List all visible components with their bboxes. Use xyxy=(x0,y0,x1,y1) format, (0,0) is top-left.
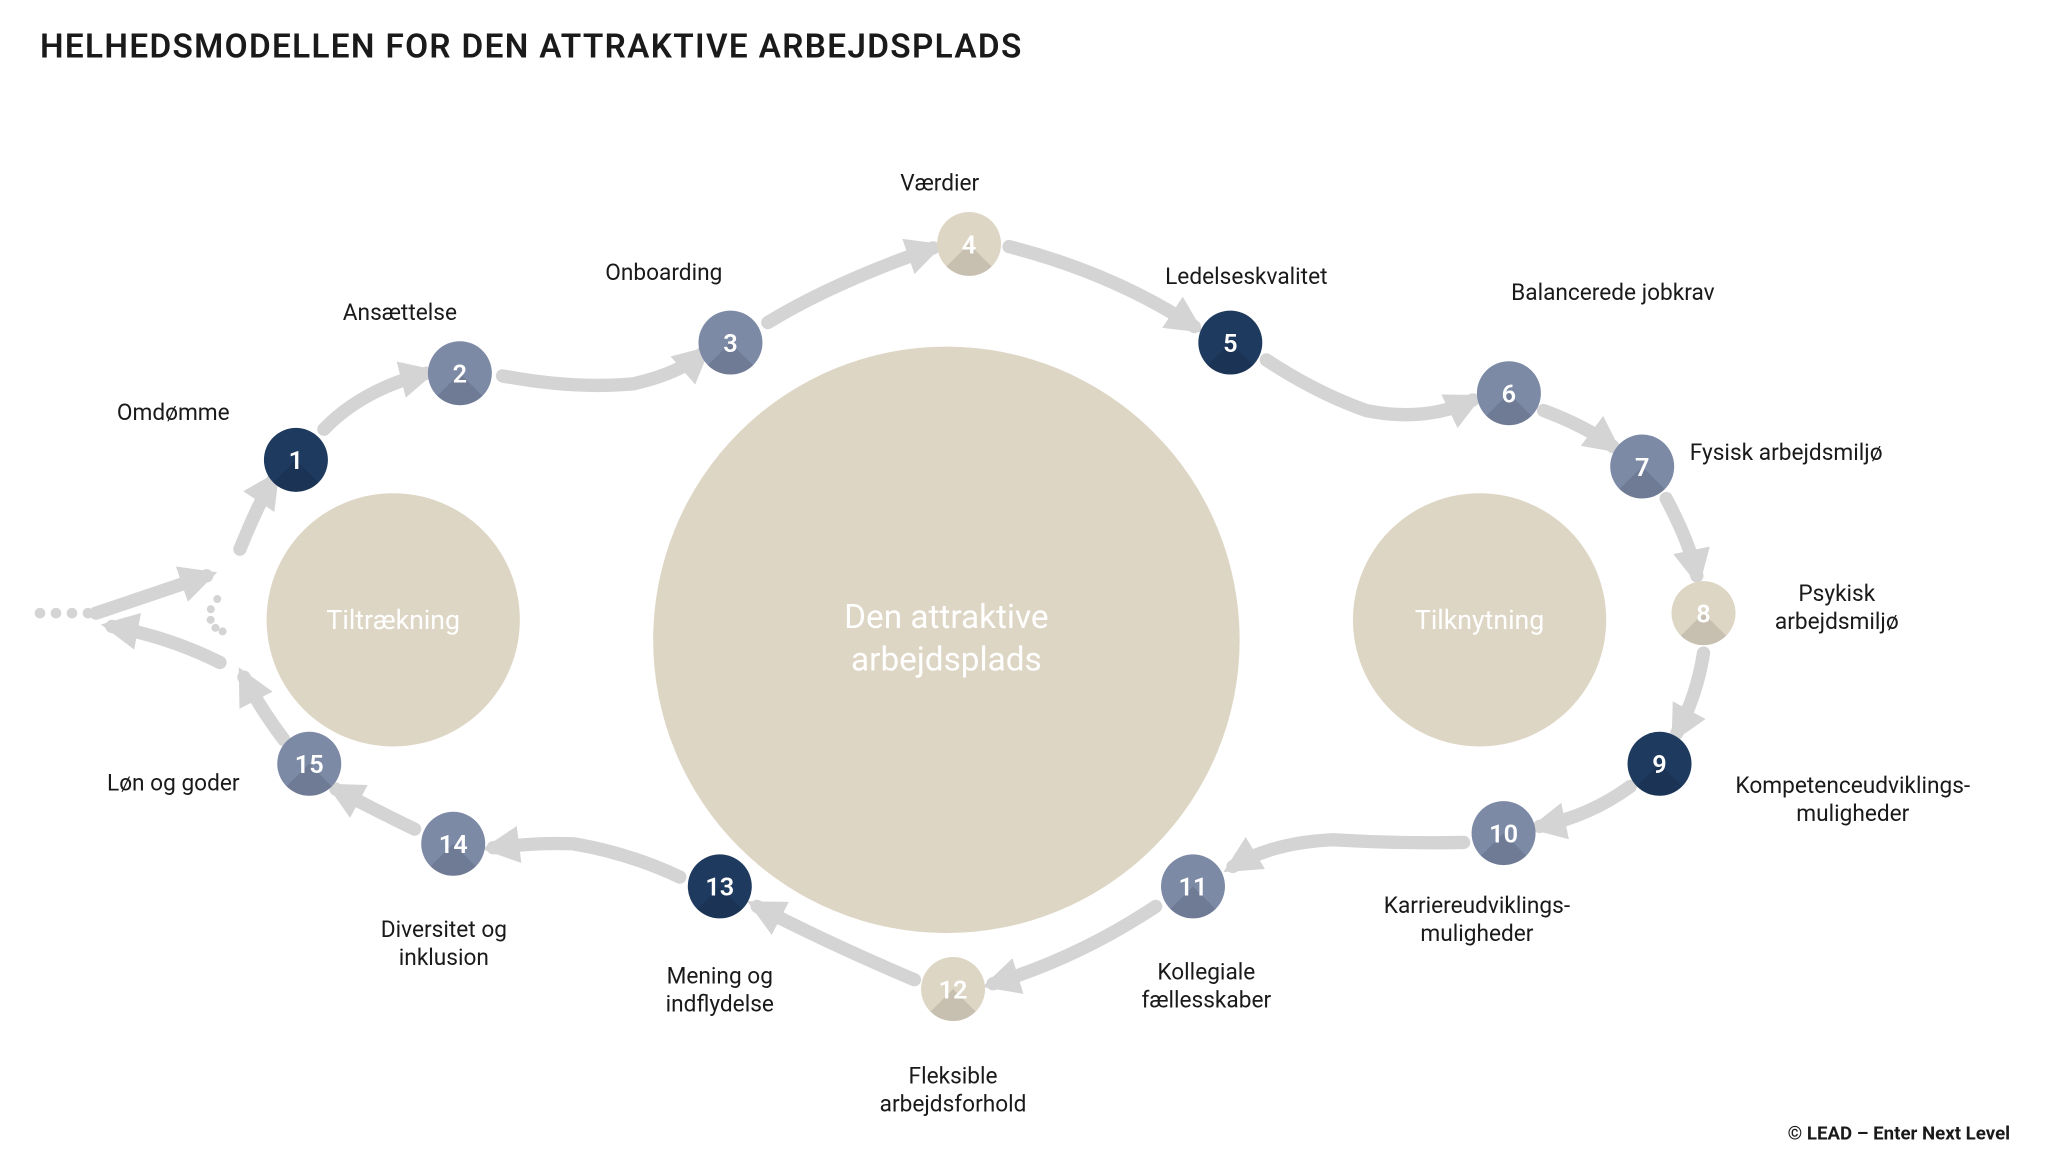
node-12: 12 xyxy=(921,957,985,1021)
node-label-4: Værdier xyxy=(900,171,979,199)
node-4: 4 xyxy=(937,212,1001,276)
node-5: 5 xyxy=(1198,311,1262,375)
flow-arrow xyxy=(768,248,933,323)
copyright-footer: © LEAD – Enter Next Level xyxy=(1788,1124,2011,1145)
node-number: 9 xyxy=(1652,748,1666,779)
node-label-15: Løn og goder xyxy=(107,770,240,798)
node-11: 11 xyxy=(1161,854,1225,918)
node-6: 6 xyxy=(1477,361,1541,425)
node-label-5: Ledelseskvalitet xyxy=(1165,264,1327,292)
node-label-11: Kollegiale fællesskaber xyxy=(1141,960,1271,1017)
node-1: 1 xyxy=(264,428,328,492)
flow-arrow xyxy=(1266,360,1473,415)
node-label-10: Karriereudviklings- muligheder xyxy=(1384,893,1570,950)
node-label-12: Fleksible arbejdsforhold xyxy=(880,1064,1027,1121)
node-14: 14 xyxy=(421,812,485,876)
node-number: 8 xyxy=(1696,598,1710,629)
loop-dot xyxy=(207,616,215,624)
node-13: 13 xyxy=(688,854,752,918)
loop-dot xyxy=(211,624,219,632)
node-label-7: Fysisk arbejdsmiljø xyxy=(1690,440,1883,468)
node-label-13: Mening og indflydelse xyxy=(666,964,774,1021)
loop-dot xyxy=(219,627,227,635)
node-number: 3 xyxy=(723,327,737,358)
node-9: 9 xyxy=(1628,732,1692,796)
flow-arrow xyxy=(324,373,427,429)
hub-tiltrakning: Tiltrækning xyxy=(267,493,520,746)
diagram-title: HELHEDSMODELLEN FOR DEN ATTRAKTIVE ARBEJ… xyxy=(40,27,1023,70)
flow-arrow xyxy=(1540,786,1631,826)
loop-dot xyxy=(207,605,215,613)
flow-arrow xyxy=(96,576,207,613)
flow-arrow xyxy=(244,677,284,740)
hub-label: Tilknytning xyxy=(1415,602,1544,637)
node-label-8: Psykisk arbejdsmiljø xyxy=(1775,581,1899,638)
node-number: 7 xyxy=(1635,451,1649,482)
loop-dot xyxy=(213,595,221,603)
node-number: 14 xyxy=(439,828,468,859)
node-10: 10 xyxy=(1472,801,1536,865)
node-label-2: Ansættelse xyxy=(343,300,457,328)
flow-arrow xyxy=(1677,653,1704,733)
hub-label: Tiltrækning xyxy=(326,602,460,637)
node-number: 12 xyxy=(939,974,968,1005)
hub-center: Den attraktive arbejdsplads xyxy=(653,347,1239,933)
node-label-14: Diversitet og inklusion xyxy=(381,917,507,974)
node-label-1: Omdømme xyxy=(117,400,230,428)
node-number: 13 xyxy=(705,871,734,902)
node-8: 8 xyxy=(1672,581,1736,645)
node-number: 4 xyxy=(962,229,976,260)
flow-arrow xyxy=(336,789,415,829)
node-label-3: Onboarding xyxy=(605,260,722,288)
node-number: 5 xyxy=(1223,327,1237,358)
node-number: 10 xyxy=(1489,818,1518,849)
node-number: 1 xyxy=(289,445,303,476)
flow-arrow xyxy=(493,843,680,877)
node-label-9: Kompetenceudviklings- muligheder xyxy=(1735,773,1970,830)
flow-arrow xyxy=(112,626,220,662)
flow-arrow xyxy=(1233,840,1464,867)
node-2: 2 xyxy=(428,341,492,405)
hub-tilknytning: Tilknytning xyxy=(1353,493,1606,746)
lead-dot xyxy=(51,608,62,619)
hub-label: Den attraktive arbejdsplads xyxy=(844,596,1048,683)
node-number: 11 xyxy=(1179,871,1208,902)
node-number: 15 xyxy=(295,748,324,779)
node-label-6: Balancerede jobkrav xyxy=(1511,280,1715,308)
node-7: 7 xyxy=(1610,435,1674,499)
node-number: 2 xyxy=(453,358,467,389)
node-15: 15 xyxy=(277,732,341,796)
lead-dot xyxy=(35,608,46,619)
flow-arrow xyxy=(503,353,703,385)
node-3: 3 xyxy=(698,311,762,375)
lead-dot xyxy=(67,608,78,619)
flow-arrow xyxy=(1544,411,1613,447)
flow-arrow xyxy=(1666,499,1697,576)
node-number: 6 xyxy=(1502,378,1516,409)
lead-dot xyxy=(83,608,94,619)
